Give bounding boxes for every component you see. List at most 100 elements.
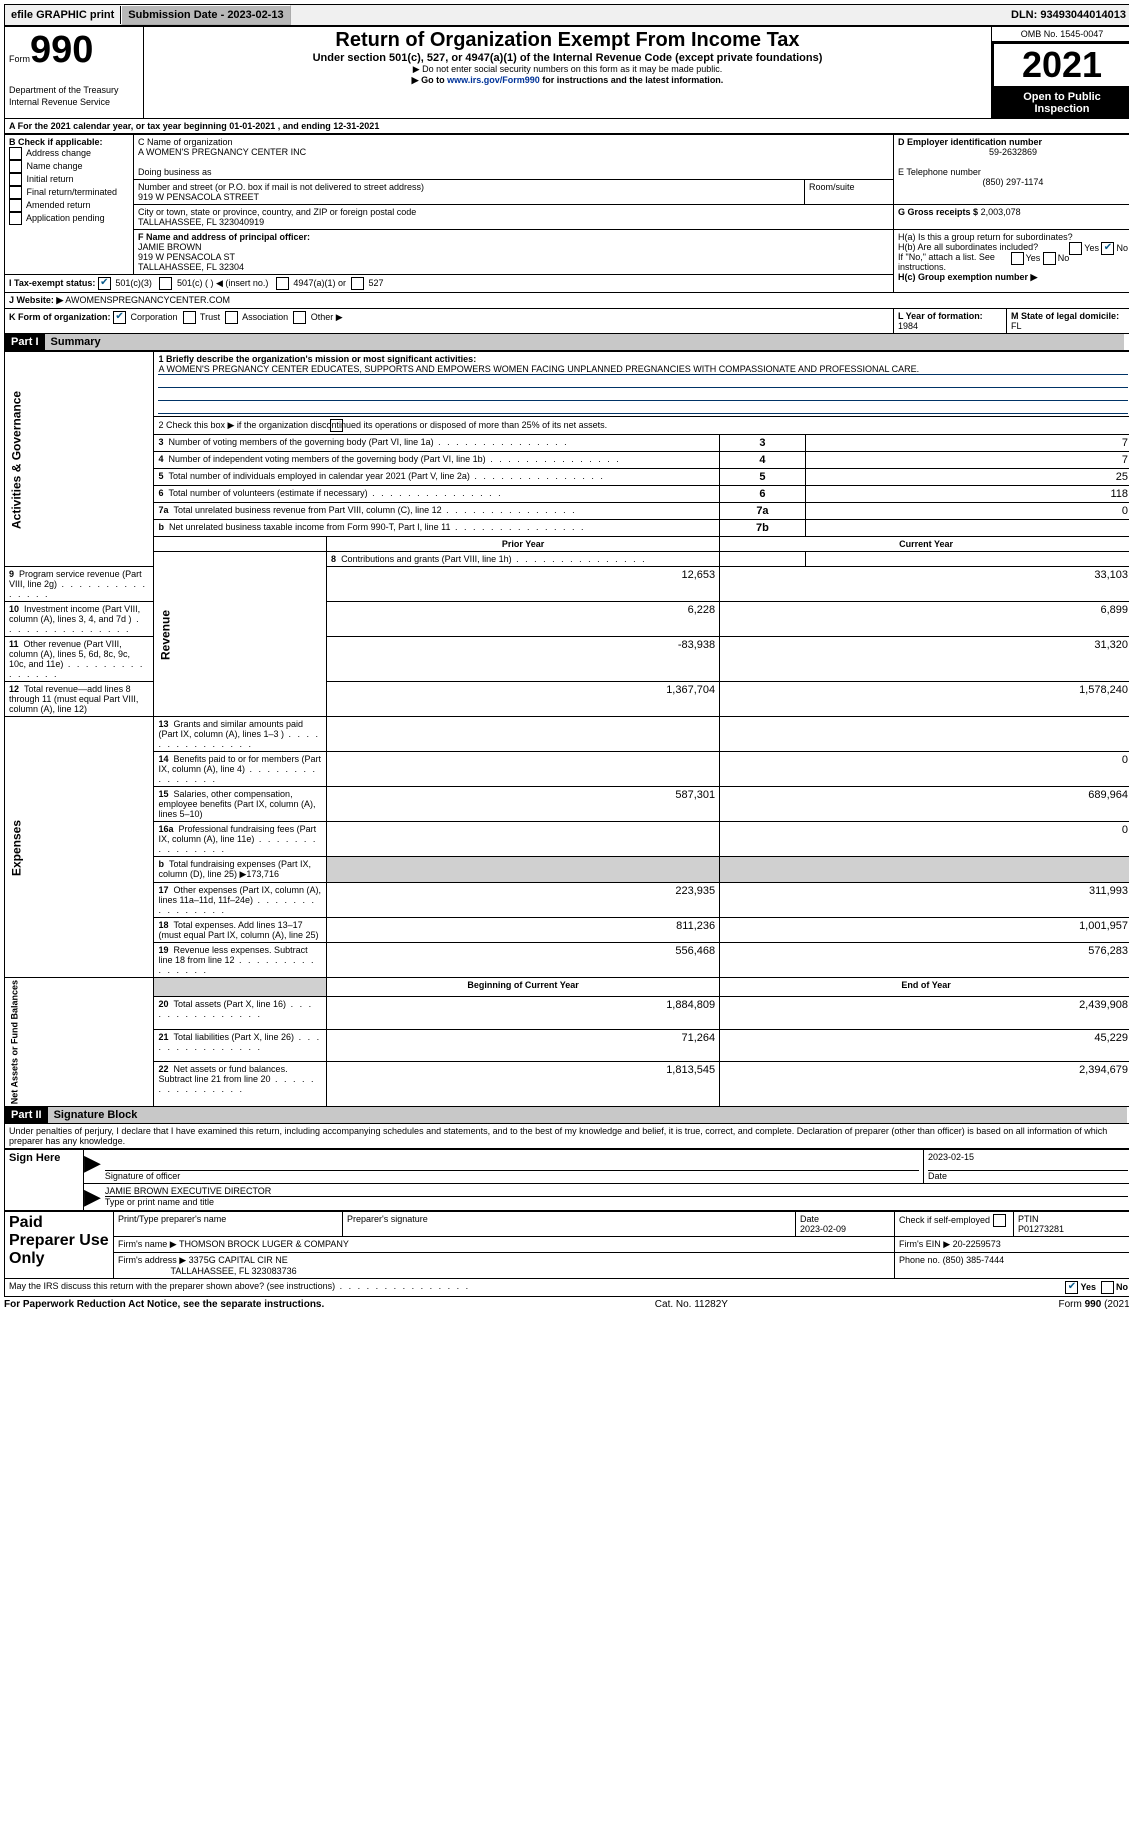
- checkbox-icon[interactable]: [993, 1214, 1006, 1227]
- submission-date-button[interactable]: Submission Date - 2023-02-13: [121, 5, 290, 25]
- checkbox-icon[interactable]: [1065, 1281, 1078, 1294]
- section-f: F Name and address of principal officer:…: [134, 230, 894, 275]
- col-begin: Beginning of Current Year: [327, 978, 720, 997]
- checkbox-icon[interactable]: [1069, 242, 1082, 255]
- checkbox-icon[interactable]: [1101, 1281, 1114, 1294]
- line2: 2 Check this box ▶ if the organization d…: [154, 417, 1129, 435]
- firm-name: THOMSON BROCK LUGER & COMPANY: [179, 1239, 349, 1249]
- firm-ein: 20-2259573: [953, 1239, 1001, 1249]
- checkbox-icon[interactable]: [225, 311, 238, 324]
- checkbox-icon[interactable]: [351, 277, 364, 290]
- f-label: F Name and address of principal officer:: [138, 232, 310, 242]
- city-value: TALLAHASSEE, FL 323040919: [138, 217, 264, 227]
- checkbox-icon[interactable]: [159, 277, 172, 290]
- firm-name-label: Firm's name ▶: [118, 1239, 177, 1249]
- declaration: Under penalties of perjury, I declare th…: [4, 1124, 1129, 1149]
- j-label: J Website: ▶: [9, 295, 63, 305]
- street-value: 919 W PENSACOLA STREET: [138, 192, 259, 202]
- irs-label: Internal Revenue Service: [9, 97, 110, 107]
- section-c-street: Number and street (or P.O. box if mail i…: [134, 180, 894, 205]
- opt-trust: Trust: [200, 312, 220, 322]
- dln-label: DLN: 93493044014013: [1005, 6, 1129, 24]
- section-b: B Check if applicable: Address change Na…: [5, 135, 134, 275]
- checkbox-icon[interactable]: [9, 199, 22, 212]
- d-label: D Employer identification number: [898, 137, 1042, 147]
- c-name-label: C Name of organization: [138, 137, 233, 147]
- checkbox-icon[interactable]: [9, 186, 22, 199]
- opt-other: Other ▶: [311, 312, 343, 322]
- side-revenue: Revenue: [154, 552, 327, 717]
- checkbox-icon[interactable]: [9, 147, 22, 160]
- gross-receipts: 2,003,078: [981, 207, 1021, 217]
- irs-link[interactable]: www.irs.gov/Form990: [447, 75, 540, 85]
- part1-header: Part ISummary: [4, 334, 1129, 351]
- section-j: J Website: ▶ AWOMENSPREGNANCYCENTER.COM: [5, 293, 1129, 309]
- prep-name-label: Print/Type preparer's name: [118, 1214, 226, 1224]
- g-label: G Gross receipts $: [898, 207, 978, 217]
- footer-right: Form 990 (2021): [1059, 1299, 1129, 1310]
- sign-here-label: Sign Here: [5, 1150, 84, 1211]
- checkbox-icon[interactable]: [1011, 252, 1024, 265]
- checkbox-icon[interactable]: [183, 311, 196, 324]
- checkbox-icon[interactable]: [276, 277, 289, 290]
- k-label: K Form of organization:: [9, 312, 111, 322]
- checkbox-icon[interactable]: [9, 212, 22, 225]
- checkbox-icon[interactable]: [1043, 252, 1056, 265]
- b-label: B Check if applicable:: [9, 137, 103, 147]
- officer-addr1: 919 W PENSACOLA ST: [138, 252, 235, 262]
- col-end: End of Year: [720, 978, 1129, 997]
- entity-table: B Check if applicable: Address change Na…: [4, 134, 1129, 334]
- sig-officer-label: Signature of officer: [105, 1171, 180, 1181]
- yes-label: Yes: [1026, 253, 1041, 263]
- form-title: Return of Organization Exempt From Incom…: [148, 29, 987, 52]
- col-current: Current Year: [720, 537, 1129, 552]
- side-activities: Activities & Governance: [5, 352, 154, 567]
- part1-title: Summary: [45, 334, 1124, 350]
- opt-amended: Amended return: [26, 200, 91, 210]
- checkbox-icon[interactable]: [113, 311, 126, 324]
- checkbox-icon[interactable]: [9, 160, 22, 173]
- checkbox-icon[interactable]: [98, 277, 111, 290]
- paid-label: Paid Preparer Use Only: [5, 1212, 114, 1279]
- arrow-icon: [412, 75, 421, 85]
- footer-left: For Paperwork Reduction Act Notice, see …: [4, 1299, 324, 1310]
- opt-name-change: Name change: [27, 161, 83, 171]
- part1-bar: Part I: [5, 334, 45, 350]
- part2-title: Signature Block: [48, 1107, 1127, 1123]
- officer-typed: JAMIE BROWN EXECUTIVE DIRECTOR: [105, 1186, 1128, 1197]
- ptin-value: P01273281: [1018, 1224, 1064, 1234]
- line-a: A For the 2021 calendar year, or tax yea…: [4, 119, 1129, 134]
- tax-year: 2021: [992, 42, 1129, 88]
- top-bar: efile GRAPHIC print Submission Date - 20…: [4, 4, 1129, 26]
- section-h: H(a) Is this a group return for subordin…: [894, 230, 1129, 293]
- no-label: No: [1058, 253, 1070, 263]
- note-goto-prefix: Go to: [421, 75, 447, 85]
- checkbox-icon[interactable]: [9, 173, 22, 186]
- checkbox-icon[interactable]: [293, 311, 306, 324]
- opt-pending: Application pending: [26, 213, 105, 223]
- type-label: Type or print name and title: [105, 1197, 214, 1207]
- firm-addr1: 3375G CAPITAL CIR NE: [189, 1255, 288, 1265]
- street-label: Number and street (or P.O. box if mail i…: [138, 182, 424, 192]
- part2-header: Part IISignature Block: [4, 1107, 1129, 1124]
- part2-bar: Part II: [5, 1107, 48, 1123]
- form-label: Form: [9, 54, 30, 64]
- l-label: L Year of formation:: [898, 311, 983, 321]
- checkbox-icon[interactable]: [1101, 242, 1114, 255]
- officer-addr2: TALLAHASSEE, FL 32304: [138, 262, 244, 272]
- yes-label: Yes: [1080, 1282, 1096, 1292]
- phone-label: Phone no.: [899, 1255, 940, 1265]
- checkbox-icon[interactable]: [330, 419, 343, 432]
- no-label: No: [1116, 243, 1128, 253]
- form-number: 990: [30, 29, 93, 71]
- room-label: Room/suite: [805, 180, 894, 204]
- state-domicile: FL: [1011, 321, 1022, 331]
- org-name: A WOMEN'S PREGNANCY CENTER INC: [138, 147, 306, 157]
- line1-label: 1 Briefly describe the organization's mi…: [158, 354, 476, 364]
- dba-label: Doing business as: [138, 167, 212, 177]
- ein-value: 59-2632869: [898, 147, 1128, 157]
- opt-address-change: Address change: [26, 148, 91, 158]
- side-expenses: Expenses: [5, 717, 154, 978]
- col-prior: Prior Year: [327, 537, 720, 552]
- opt-527: 527: [368, 278, 383, 288]
